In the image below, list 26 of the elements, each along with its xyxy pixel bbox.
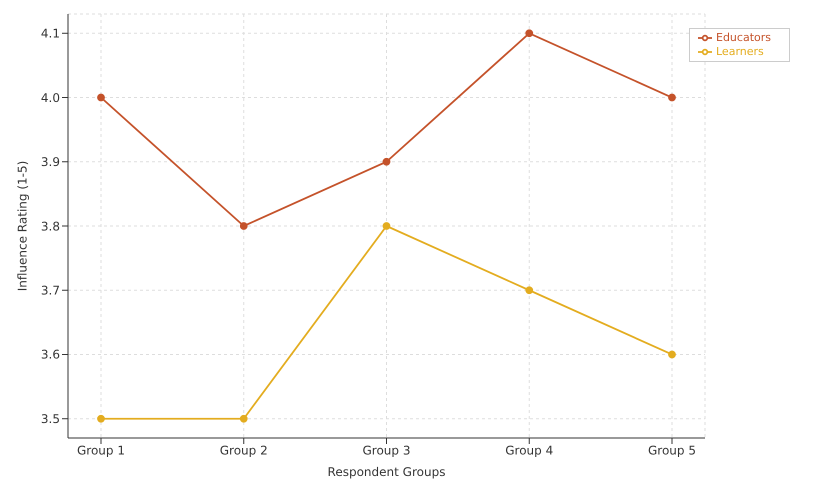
legend-label: Educators <box>716 31 771 44</box>
x-axis-title: Respondent Groups <box>328 465 446 479</box>
point <box>97 414 105 423</box>
y-tick-label: 3.6 <box>40 348 60 362</box>
x-tick-label: Group 5 <box>648 444 696 458</box>
y-axis-title: Influence Rating (1-5) <box>15 160 30 292</box>
legend-label: Learners <box>716 45 764 58</box>
point <box>382 158 390 166</box>
point <box>525 29 534 38</box>
point <box>668 350 676 358</box>
x-tick-label: Group 3 <box>362 444 410 458</box>
y-tick-label: 4.0 <box>40 90 60 105</box>
y-tick-label: 3.9 <box>40 155 60 170</box>
point <box>382 222 390 230</box>
point <box>97 94 105 102</box>
point <box>668 94 676 102</box>
y-tick-label: 4.1 <box>40 26 60 41</box>
y-tick-label: 3.8 <box>40 219 60 234</box>
point <box>240 414 248 423</box>
point <box>525 286 534 294</box>
point <box>240 222 248 230</box>
x-tick-label: Group 1 <box>77 444 125 458</box>
x-tick-label: Group 4 <box>505 444 554 458</box>
y-tick-label: 3.7 <box>40 284 60 298</box>
y-tick-label: 3.5 <box>40 412 60 426</box>
x-tick-label: Group 2 <box>220 444 268 458</box>
